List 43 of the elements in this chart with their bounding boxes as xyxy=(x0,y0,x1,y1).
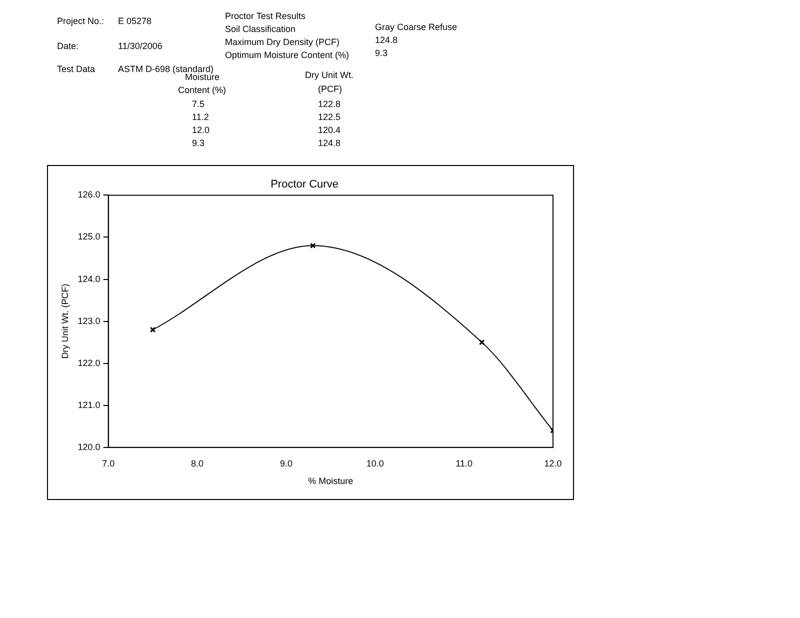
y-tick-label: 123.0 xyxy=(78,316,100,326)
text: Date: xyxy=(57,41,79,51)
text: 11/30/2006 xyxy=(118,41,162,51)
text: Test Data xyxy=(57,64,96,74)
text: Optimum Moisture Content (%) xyxy=(225,50,350,60)
text: 124.8 xyxy=(375,35,398,45)
text: Project No.: xyxy=(57,16,104,26)
text: 124.8 xyxy=(318,138,341,148)
y-tick-label: 120.0 xyxy=(78,442,100,452)
text: ASTM D-698 (standard) xyxy=(118,64,214,74)
text: 122.8 xyxy=(318,99,341,109)
y-tick-label: 121.0 xyxy=(78,400,100,410)
x-tick-label: 12.0 xyxy=(544,458,562,468)
x-axis-title: % Moisture xyxy=(308,476,354,486)
text: Dry Unit Wt. xyxy=(305,70,354,80)
text: Content (%) xyxy=(178,85,226,95)
text: 120.4 xyxy=(318,125,341,135)
text: E 05278 xyxy=(118,16,152,26)
point xyxy=(478,339,485,346)
text: 122.5 xyxy=(318,112,341,122)
point xyxy=(310,242,316,249)
text: Soil Classification xyxy=(225,24,296,34)
y-tick-label: 125.0 xyxy=(78,232,100,242)
text: 11.2 xyxy=(192,112,209,122)
text: 9.3 xyxy=(375,48,388,58)
text: 12.0 xyxy=(192,125,210,135)
y-axis-title: Dry Unit Wt. (PCF) xyxy=(60,284,70,359)
text: Proctor Test Results xyxy=(225,11,306,21)
text: Moisture xyxy=(185,72,220,82)
text: Gray Coarse Refuse xyxy=(375,22,458,32)
text: (PCF) xyxy=(318,84,342,94)
text: 7.5 xyxy=(192,99,205,109)
x-tick-label: 8.0 xyxy=(191,458,204,468)
y-tick-label: 122.0 xyxy=(78,358,100,368)
text: 9.3 xyxy=(192,138,205,148)
x-tick-label: 7.0 xyxy=(102,458,115,468)
x-tick-label: 9.0 xyxy=(280,458,292,468)
text: Maximum Dry Density (PCF) xyxy=(225,37,340,47)
x-tick-label: 10.0 xyxy=(366,458,384,468)
chart-title: Proctor Curve xyxy=(270,178,338,191)
y-tick-label: 124.0 xyxy=(78,274,100,284)
y-tick-label: 126.0 xyxy=(78,190,100,200)
x-tick-label: 11.0 xyxy=(456,458,472,468)
